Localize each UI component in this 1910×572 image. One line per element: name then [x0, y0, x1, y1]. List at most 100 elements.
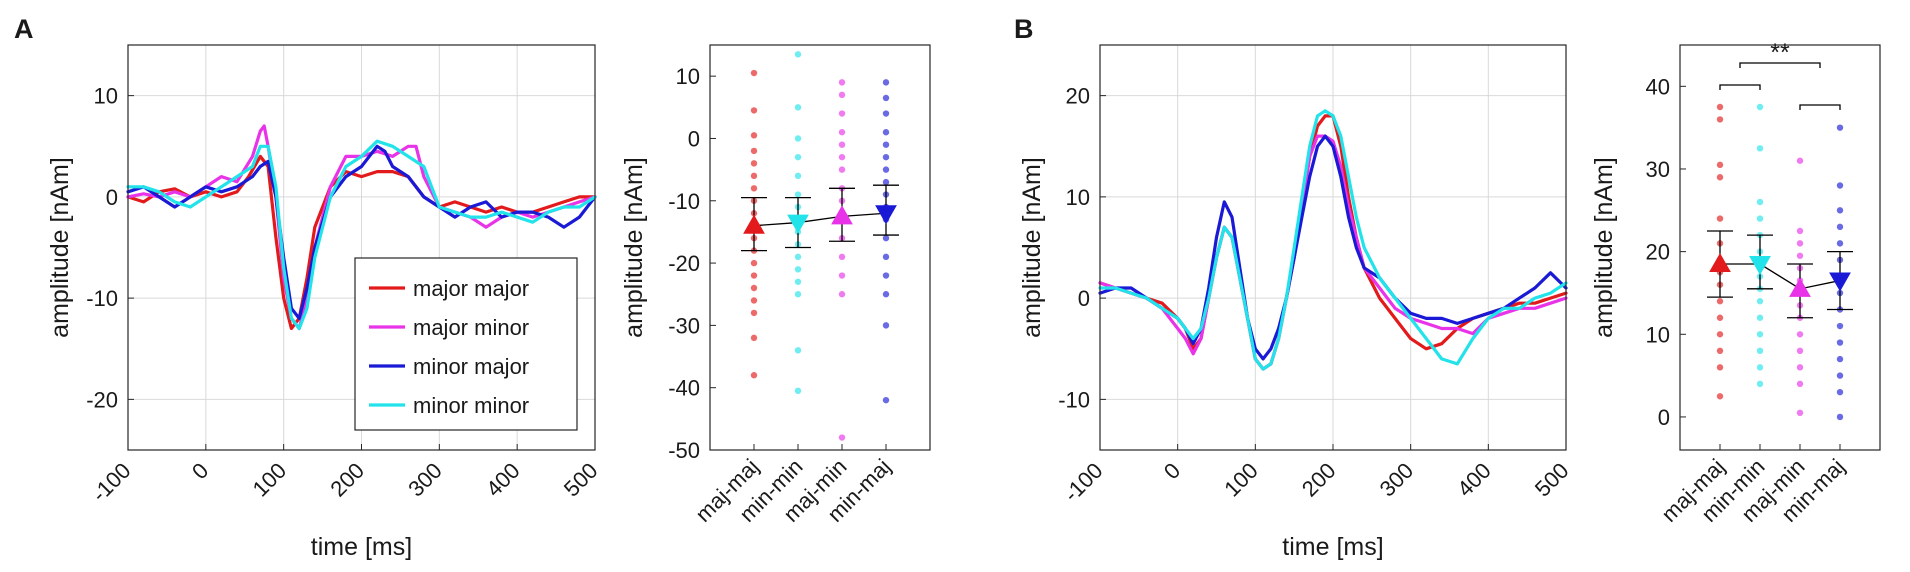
significance-label: ** — [1770, 39, 1790, 67]
x-tick-label: 0 — [1159, 458, 1185, 484]
y-tick-label: 40 — [1646, 74, 1670, 99]
data-point-min-maj — [882, 110, 890, 117]
y-tick-label: -50 — [668, 438, 700, 463]
data-point-min-maj — [882, 129, 890, 136]
data-point-maj-min — [838, 434, 846, 441]
axes-box-A-summary — [709, 44, 931, 451]
data-point-maj-maj — [750, 185, 758, 192]
data-point-maj-min — [838, 110, 846, 117]
axes-box-A-waveform — [127, 44, 596, 451]
data-point-maj-maj — [1716, 116, 1724, 123]
x-tick-label: 100 — [1219, 458, 1263, 502]
y-tick-label: -10 — [1058, 387, 1090, 412]
data-point-maj-min — [838, 272, 846, 279]
y-tick-label: 30 — [1646, 157, 1670, 182]
y-tick-label: 10 — [1066, 185, 1090, 210]
data-point-min-min — [1756, 215, 1764, 222]
data-point-min-maj — [1836, 388, 1844, 396]
series-line-minor-minor — [1098, 109, 1568, 371]
data-point-min-min — [1756, 103, 1764, 111]
data-point-min-maj — [882, 272, 890, 279]
mean-line — [753, 212, 887, 227]
significance-bracket — [1799, 104, 1841, 110]
series-line-minor-major — [1098, 134, 1568, 361]
axes-box-B-waveform — [1099, 44, 1567, 451]
data-point-maj-maj — [750, 132, 758, 139]
data-point-min-maj — [1836, 413, 1844, 421]
data-point-min-min — [794, 266, 802, 273]
data-point-maj-min — [1796, 227, 1804, 235]
data-point-min-min — [1756, 145, 1764, 152]
mean-line — [1720, 263, 1841, 290]
data-point-min-maj — [882, 166, 890, 173]
x-tick-label: 500 — [1530, 458, 1574, 502]
x-tick-label: 0 — [187, 458, 213, 484]
y-tick-label: 0 — [1078, 286, 1090, 311]
data-point-min-min — [1756, 314, 1764, 321]
data-point-min-min — [794, 278, 802, 285]
mean-marker-maj-maj — [1709, 253, 1731, 273]
mean-marker-min-maj — [875, 205, 897, 225]
data-point-maj-min — [1796, 240, 1804, 247]
data-point-maj-maj — [1716, 215, 1724, 222]
data-point-maj-min — [1796, 331, 1804, 338]
y-tick-label: 10 — [676, 64, 700, 89]
data-point-min-min — [1756, 198, 1764, 206]
data-point-min-min — [1756, 347, 1764, 355]
data-point-min-maj — [1836, 124, 1844, 131]
y-tick-label: -10 — [668, 189, 700, 214]
data-point-maj-maj — [750, 172, 758, 180]
y-tick-label: -40 — [668, 376, 700, 401]
data-point-maj-maj — [750, 107, 758, 114]
x-axis-label: time [ms] — [311, 533, 412, 561]
data-point-min-min — [794, 253, 802, 261]
data-point-min-min — [794, 172, 802, 180]
data-point-maj-min — [838, 141, 846, 148]
data-point-min-min — [794, 153, 802, 161]
data-point-min-maj — [882, 94, 890, 102]
data-point-maj-maj — [750, 272, 758, 279]
data-point-maj-min — [1796, 347, 1804, 355]
data-point-maj-min — [838, 291, 846, 298]
y-tick-label: 10 — [1646, 322, 1670, 347]
y-tick-label: 0 — [106, 185, 118, 210]
data-point-min-maj — [882, 253, 890, 261]
x-tick-label: 500 — [559, 458, 603, 502]
y-tick-label: 0 — [688, 126, 700, 151]
y-tick-label: 0 — [1658, 405, 1670, 430]
y-tick-label: 20 — [1066, 84, 1090, 109]
data-point-maj-maj — [750, 147, 758, 155]
data-point-min-maj — [882, 79, 890, 86]
data-point-min-maj — [1836, 372, 1844, 379]
y-tick-label: -10 — [86, 286, 118, 311]
data-point-min-maj — [882, 234, 890, 242]
significance-bracket — [1739, 62, 1821, 68]
y-tick-label: 20 — [1646, 240, 1670, 265]
y-axis-label: amplitude [nAm] — [1590, 157, 1618, 338]
panel-letter-a: A — [14, 14, 34, 44]
data-point-maj-maj — [750, 297, 758, 304]
data-point-min-min — [1756, 298, 1764, 305]
data-point-min-maj — [1836, 355, 1844, 363]
x-axis-label: time [ms] — [1282, 533, 1383, 561]
series-line-minor-major — [126, 144, 597, 320]
mean-marker-maj-min — [831, 205, 853, 225]
data-point-maj-maj — [750, 284, 758, 292]
data-point-min-maj — [1836, 339, 1844, 346]
data-point-min-min — [794, 291, 802, 298]
data-point-maj-maj — [750, 69, 758, 77]
data-point-maj-maj — [750, 160, 758, 167]
legend-label: major major — [413, 276, 529, 301]
data-point-maj-min — [838, 253, 846, 261]
panel-letter-b: B — [1014, 14, 1034, 44]
data-point-min-min — [1756, 331, 1764, 338]
data-point-min-min — [794, 191, 802, 198]
data-point-min-maj — [882, 322, 890, 329]
data-point-min-maj — [882, 291, 890, 298]
legend-label: major minor — [413, 315, 529, 340]
summary-plot-a: -50-40-30-20-10010maj-majmin-minmaj-minm… — [620, 44, 931, 527]
data-point-maj-min — [1796, 364, 1804, 371]
data-point-min-min — [1756, 380, 1764, 388]
data-point-maj-maj — [1716, 314, 1724, 321]
